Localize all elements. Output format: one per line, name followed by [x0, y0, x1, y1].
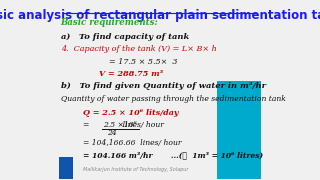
Text: 24: 24 [107, 129, 116, 137]
FancyBboxPatch shape [217, 81, 261, 179]
Text: Quantity of water passing through the sedimentation tank: Quantity of water passing through the se… [60, 95, 285, 103]
Text: Basic requirements:: Basic requirements: [60, 18, 158, 27]
FancyBboxPatch shape [59, 157, 73, 179]
Text: = 104.166 m³/hr       ...(∵  1m³ = 10⁶ litres): = 104.166 m³/hr ...(∵ 1m³ = 10⁶ litres) [83, 152, 263, 160]
Text: Q = 2.5 × 10⁶ lits/day: Q = 2.5 × 10⁶ lits/day [83, 109, 179, 117]
Text: =              lines/ hour: = lines/ hour [83, 122, 164, 129]
Text: 4.  Capacity of the tank (V) = L× B× h: 4. Capacity of the tank (V) = L× B× h [60, 45, 216, 53]
Text: = 104,166.66  lines/ hour: = 104,166.66 lines/ hour [83, 139, 181, 147]
Text: = 17.5 × 5.5×  3: = 17.5 × 5.5× 3 [109, 58, 178, 66]
Text: b)   To find given Quantity of water in m³/hr: b) To find given Quantity of water in m³… [60, 82, 266, 91]
Text: V = 288.75 m³: V = 288.75 m³ [99, 70, 163, 78]
Text: Basic analysis of rectangular plain sedimentation tank: Basic analysis of rectangular plain sedi… [0, 9, 320, 22]
Text: a)   To find capacity of tank: a) To find capacity of tank [60, 33, 189, 41]
Text: Mallikarjun Institute of Technology, Solapur: Mallikarjun Institute of Technology, Sol… [83, 167, 188, 172]
Text: 2.5 ×10⁶: 2.5 ×10⁶ [103, 122, 137, 129]
